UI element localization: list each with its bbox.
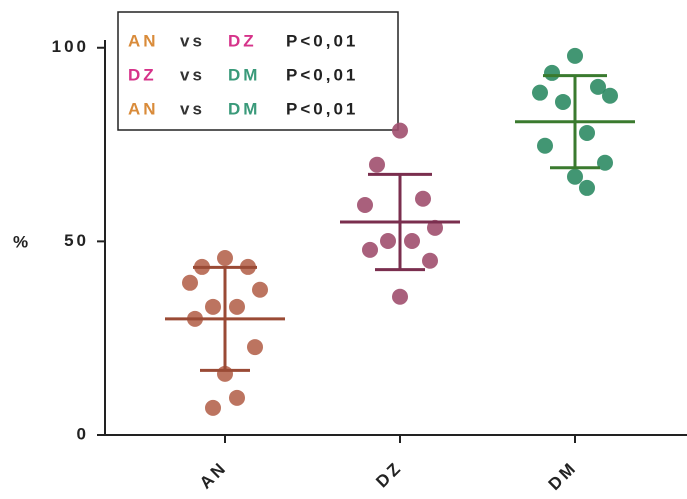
point [357,197,373,213]
point [205,400,221,416]
point [537,138,553,154]
point [415,191,431,207]
legend-text: P<0,01 [286,31,358,50]
point [567,48,583,64]
point [555,94,571,110]
point [252,282,268,298]
chart: % 0 50 100 AN DZ DM AN vs DZ P<0,01 DZ vs DM P<0,01 AN… [0,0,687,499]
y-axis-label: % [13,232,31,251]
legend-text: vs [180,31,205,50]
point [544,65,560,81]
x-tick-label: AN [196,458,231,493]
legend-text: DZ [228,31,257,50]
legend-text: AN [128,99,159,118]
y-tick-label: 0 [77,424,89,443]
point [579,125,595,141]
legend-text: P<0,01 [286,99,358,118]
point [422,253,438,269]
x-tick-label: DZ [372,458,406,492]
point [392,123,408,139]
point [567,169,583,185]
point [404,233,420,249]
point [229,390,245,406]
legend-text: vs [180,65,205,84]
point [182,275,198,291]
point [229,299,245,315]
legend-text: P<0,01 [286,65,358,84]
point [532,85,548,101]
y-tick-label: 100 [52,37,89,56]
legend-text: DZ [128,65,157,84]
point [362,242,378,258]
point [205,299,221,315]
x-tick-label: DM [545,458,581,494]
y-tick-label: 50 [64,231,89,250]
point [602,88,618,104]
legend-text: AN [128,31,159,50]
point [369,157,385,173]
point [392,289,408,305]
point [380,233,396,249]
point [217,250,233,266]
point [247,339,263,355]
legend-text: DM [228,65,260,84]
point [579,180,595,196]
legend-text: vs [180,99,205,118]
legend-text: DM [228,99,260,118]
